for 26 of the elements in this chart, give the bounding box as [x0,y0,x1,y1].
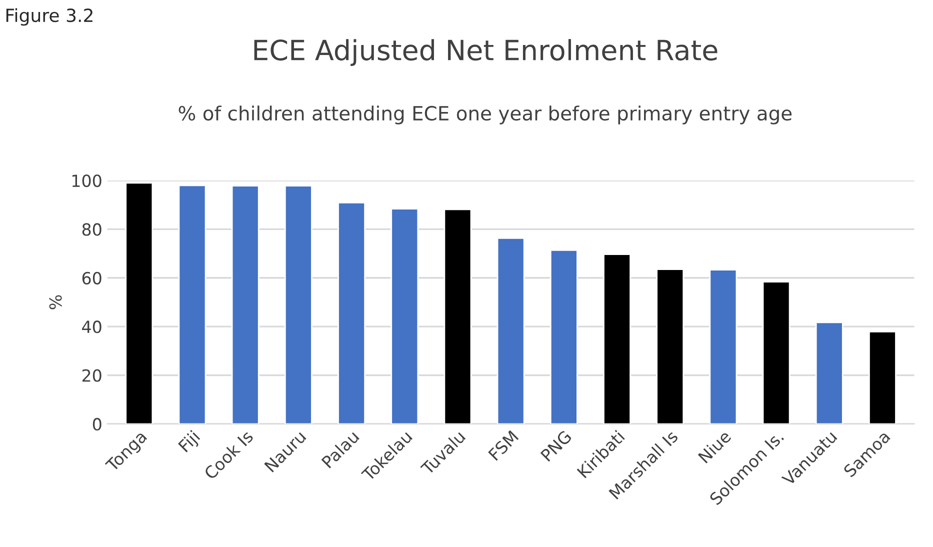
bar [868,330,896,424]
bar [815,322,844,424]
y-tick-label: 80 [82,223,102,236]
bar [178,184,206,424]
bar [231,185,260,424]
y-axis-title: % [49,295,62,310]
chart-subtitle: % of children attending ECE one year before primary entry age [178,106,792,124]
y-tick-label: 20 [82,369,102,382]
bar [125,182,154,424]
bar [550,249,578,424]
caption: Figure 3.2 [6,8,92,26]
y-tick-label: 0 [92,418,102,430]
bar [762,281,790,424]
x-tick-label: Fiji [178,430,203,455]
y-tick-label: 40 [82,320,102,334]
bar [284,185,312,424]
bar [338,202,366,424]
chart-title: ECE Adjusted Net Enrolment Rate [254,39,718,66]
y-tick-label: 100 [72,174,102,188]
bar [656,268,684,424]
bar [390,208,419,424]
bar [496,238,525,424]
y-tick-label: 60 [82,272,102,284]
bar [603,254,631,424]
bar [444,208,472,424]
bar [709,269,738,424]
